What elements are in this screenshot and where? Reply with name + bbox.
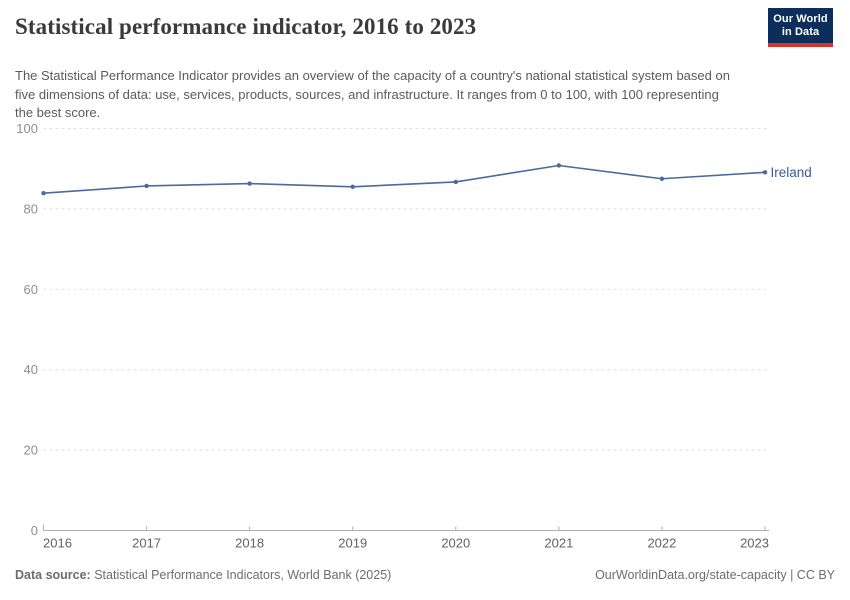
x-axis-label-2016: 2016: [43, 536, 72, 551]
y-axis-label-80: 80: [24, 201, 38, 216]
data-point-ireland-2022[interactable]: [659, 176, 665, 181]
data-point-ireland-2021[interactable]: [556, 163, 562, 168]
x-axis-label-2021: 2021: [544, 536, 573, 551]
page-title: Statistical performance indicator, 2016 …: [15, 14, 477, 39]
x-axis-label-2019: 2019: [338, 536, 367, 551]
x-axis-label-2017: 2017: [132, 536, 161, 551]
chart-footer: Data source: Statistical Performance Ind…: [15, 568, 835, 582]
y-axis-label-100: 100: [16, 121, 38, 136]
series-label-ireland[interactable]: Ireland: [771, 165, 812, 180]
datasource-text: Statistical Performance Indicators, Worl…: [90, 568, 392, 582]
x-axis-label-2018: 2018: [235, 536, 264, 551]
footer-datasource: Data source: Statistical Performance Ind…: [15, 568, 391, 582]
data-point-ireland-2020[interactable]: [453, 179, 458, 185]
owid-logo-line2: in Data: [781, 25, 820, 38]
data-point-ireland-2019[interactable]: [350, 184, 355, 189]
data-point-ireland-2017[interactable]: [144, 183, 149, 189]
owid-logo[interactable]: Our World in Data: [768, 8, 833, 47]
x-axis-label-2020: 2020: [441, 536, 470, 551]
footer-license-link[interactable]: OurWorldinData.org/state-capacity | CC B…: [595, 568, 835, 582]
data-point-ireland-2016[interactable]: [41, 191, 46, 196]
y-axis-label-60: 60: [24, 282, 38, 297]
datasource-label: Data source:: [15, 568, 91, 582]
chart-subtitle: The Statistical Performance Indicator pr…: [15, 68, 730, 120]
ireland-series-line[interactable]: [43, 164, 766, 195]
data-point-ireland-2023[interactable]: [762, 170, 768, 175]
x-axis-label-2023: 2023: [740, 536, 769, 551]
data-point-ireland-2018[interactable]: [247, 181, 252, 186]
x-axis-label-2022: 2022: [647, 536, 676, 551]
y-axis-label-0: 0: [31, 523, 38, 538]
owid-logo-line1: Our World: [773, 12, 828, 25]
line-chart: 0 20 40 60 80 100 2016 2017 2018 2019 2020 2021 2022…: [16, 121, 812, 551]
y-axis-label-20: 20: [24, 443, 38, 458]
y-axis-label-40: 40: [24, 362, 38, 377]
